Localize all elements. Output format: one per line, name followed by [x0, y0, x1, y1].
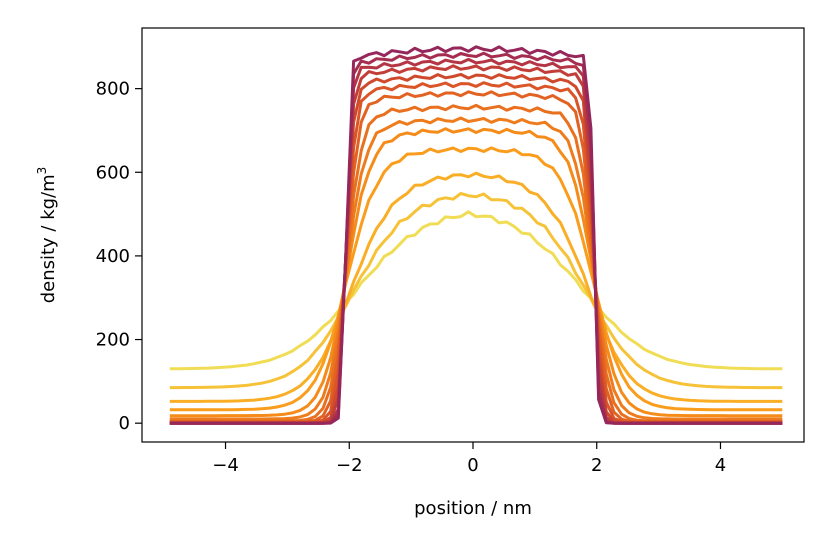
- x-tick-label: 0: [467, 455, 478, 476]
- x-tick-label: 2: [591, 455, 602, 476]
- series-lines: [169, 45, 783, 425]
- series-line: [169, 192, 783, 390]
- series-line: [169, 116, 783, 421]
- x-tick-label: −2: [336, 455, 363, 476]
- series-line: [169, 171, 783, 403]
- series-line: [169, 146, 783, 412]
- series-line: [169, 51, 783, 425]
- series-line: [169, 72, 783, 425]
- series-line: [169, 210, 783, 371]
- y-tick-label: 600: [96, 162, 130, 183]
- series-line: [169, 57, 783, 425]
- plot-frame: [141, 27, 805, 443]
- y-tick-label: 200: [96, 330, 130, 351]
- y-axis-label: density / kg/m3: [35, 167, 59, 304]
- y-axis-label-superscript: 3: [35, 167, 49, 175]
- series-line: [169, 103, 783, 423]
- y-tick-label: 800: [96, 79, 130, 100]
- y-axis-label-text: density / kg/m: [38, 174, 59, 303]
- y-axis-ticks: 0 200 400 600 800: [96, 79, 142, 434]
- x-tick-label: −4: [212, 455, 239, 476]
- x-tick-label: 4: [715, 455, 726, 476]
- x-axis-ticks: −4 −2 0 2 4: [212, 442, 726, 476]
- x-axis-label: position / nm: [414, 498, 532, 519]
- series-line: [169, 45, 783, 425]
- series-line: [169, 127, 783, 418]
- y-tick-label: 0: [119, 413, 130, 434]
- y-tick-label: 400: [96, 246, 130, 267]
- series-line: [169, 90, 783, 424]
